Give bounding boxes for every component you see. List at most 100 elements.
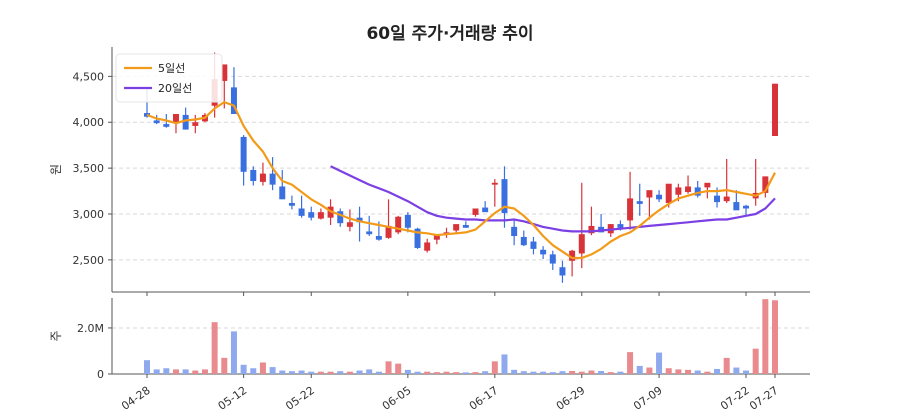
volume-bar (482, 371, 489, 374)
candle-body (230, 87, 237, 114)
volume-bar (211, 322, 218, 374)
x-tick-label: 04-28 (119, 384, 153, 413)
volume-bar (182, 369, 189, 374)
legend-box (115, 53, 223, 103)
volume-bar (491, 361, 498, 374)
candle-body (356, 217, 363, 223)
candle-body (636, 201, 643, 204)
volume-bar (646, 367, 653, 374)
candle-body (424, 242, 431, 251)
volume-bar (298, 370, 305, 374)
x-tick-label: 07-27 (747, 384, 781, 413)
candle-body (540, 249, 547, 255)
volume-bar (250, 368, 257, 374)
price-ytick-label: 3,500 (73, 162, 105, 175)
legend-label-ma20: 20일선 (158, 81, 192, 95)
candle-body (337, 211, 344, 224)
volume-bar (636, 365, 643, 374)
candle-body (153, 120, 160, 124)
candle-body (549, 254, 556, 264)
candle-body (192, 122, 199, 126)
candle-body (511, 226, 518, 237)
volume-bar (656, 352, 663, 374)
x-tick-label: 05-22 (283, 384, 317, 413)
volume-bar (520, 371, 527, 374)
candle-body (221, 64, 228, 81)
x-tick-label: 06-05 (380, 384, 414, 413)
volume-bar (665, 368, 672, 374)
candle-body (733, 202, 740, 211)
price-ytick-label: 2,500 (73, 254, 105, 267)
volume-bar (192, 370, 199, 374)
candle-body (704, 182, 711, 188)
volume-bar (772, 300, 778, 374)
candle-body (414, 228, 421, 248)
volume-bar (472, 372, 479, 374)
candle-body (772, 83, 778, 137)
candle-body (617, 224, 624, 228)
volume-bar (317, 371, 324, 374)
volume-y-axis-label: 주 (49, 330, 63, 341)
candle-body (462, 225, 469, 228)
volume-bar (201, 369, 208, 374)
volume-bar (540, 371, 547, 374)
candle-body (530, 241, 537, 249)
candle-body (317, 212, 324, 219)
volume-bar (511, 369, 518, 374)
volume-bar (453, 372, 460, 374)
volume-bar (433, 372, 440, 374)
volume-bar (694, 370, 701, 374)
volume-bar (327, 371, 334, 374)
volume-bar (443, 371, 450, 374)
volume-bar (230, 331, 237, 374)
candle-body (472, 208, 479, 215)
volume-bar (704, 371, 711, 374)
volume-bar (588, 370, 595, 374)
volume-bar (627, 352, 634, 374)
candle-body (385, 225, 392, 238)
ma20-line (330, 165, 776, 233)
volume-bar (356, 370, 363, 374)
volume-bar (414, 371, 421, 374)
volume-bar (559, 371, 566, 374)
candle-body (172, 113, 179, 124)
price-ytick-label: 4,000 (73, 116, 105, 129)
candle-body (723, 196, 730, 202)
candle-body (520, 236, 527, 246)
candle-body (578, 234, 585, 254)
price-ytick-label: 3,000 (73, 208, 105, 221)
candle-body (240, 136, 247, 172)
candle-body (762, 176, 769, 193)
volume-bar (549, 372, 556, 374)
volume-bar (578, 371, 585, 374)
candle-body (675, 187, 682, 195)
volume-bar (385, 361, 392, 374)
volume-bar (714, 368, 721, 374)
candle-body (588, 225, 595, 234)
candle-body (366, 231, 373, 235)
candle-body (433, 235, 440, 240)
ma5-line (146, 101, 776, 260)
volume-bar (395, 363, 402, 374)
candle-body (375, 236, 382, 240)
candle-body (559, 267, 566, 276)
volume-bar (607, 372, 614, 374)
x-tick-label: 06-29 (554, 384, 588, 413)
x-tick-label: 06-17 (467, 384, 501, 413)
volume-bar (501, 354, 508, 374)
volume-bar (733, 367, 740, 374)
volume-bar (762, 299, 769, 374)
candle-body (308, 212, 315, 218)
volume-bar (598, 371, 605, 374)
candle-body (453, 224, 460, 231)
chart-title: 60일 주가·거래량 추이 (366, 24, 533, 44)
candle-body (346, 222, 353, 227)
candle-body (250, 169, 257, 181)
price-panel: 2,500 3,000 3,500 4,000 4,500 원 (49, 47, 810, 296)
candle-body (491, 182, 498, 185)
volume-bar (752, 348, 759, 374)
volume-bar (743, 370, 750, 374)
x-tick-label: 07-09 (631, 384, 665, 413)
